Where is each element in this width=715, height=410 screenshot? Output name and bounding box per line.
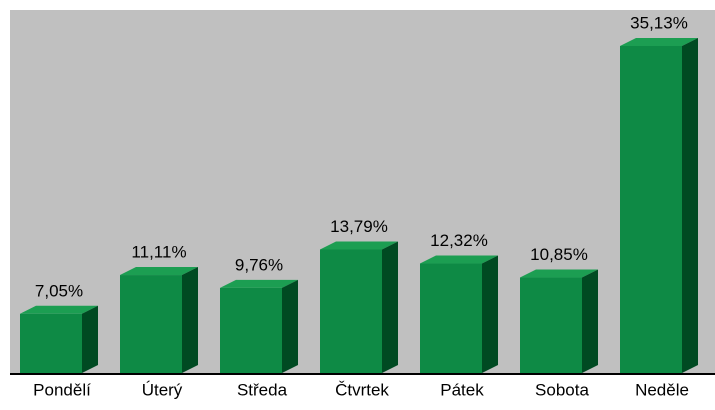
bar-side: [482, 255, 498, 373]
value-label: 7,05%: [35, 281, 83, 300]
bar: [120, 267, 198, 373]
bar-side: [582, 269, 598, 373]
bar-top: [420, 255, 498, 264]
x-tick-label: Sobota: [535, 380, 589, 399]
value-label: 35,13%: [630, 13, 688, 32]
x-tick-label: Čtvrtek: [335, 380, 389, 399]
bar-top: [120, 267, 198, 276]
x-tick-label: Úterý: [142, 380, 183, 399]
value-label: 9,76%: [235, 255, 283, 274]
bar-side: [682, 38, 698, 373]
value-label: 10,85%: [530, 245, 588, 264]
bar-side: [382, 241, 398, 373]
bar-top: [520, 269, 598, 278]
bar: [520, 269, 598, 373]
x-tick-label: Pondělí: [33, 380, 91, 399]
bar: [620, 38, 698, 373]
bar-front: [320, 249, 382, 373]
bar: [20, 305, 98, 373]
bar-side: [82, 305, 98, 373]
bar-front: [120, 275, 182, 373]
x-tick-label: Neděle: [635, 380, 689, 399]
bar-top: [20, 305, 98, 314]
bar-front: [520, 277, 582, 373]
bar-front: [620, 46, 682, 373]
bar: [420, 255, 498, 373]
value-label: 12,32%: [430, 231, 488, 250]
bar-side: [182, 267, 198, 373]
value-label: 13,79%: [330, 217, 388, 236]
bar-front: [420, 263, 482, 373]
bar-front: [20, 313, 82, 373]
bar-side: [282, 279, 298, 373]
value-label: 11,11%: [131, 243, 186, 262]
bar: [320, 241, 398, 373]
x-tick-label: Středa: [237, 380, 288, 399]
bar-front: [220, 287, 282, 373]
bar: [220, 279, 298, 373]
x-tick-label: Pátek: [440, 380, 484, 399]
bar-top: [320, 241, 398, 250]
bar-top: [220, 279, 298, 288]
bar-top: [620, 38, 698, 46]
